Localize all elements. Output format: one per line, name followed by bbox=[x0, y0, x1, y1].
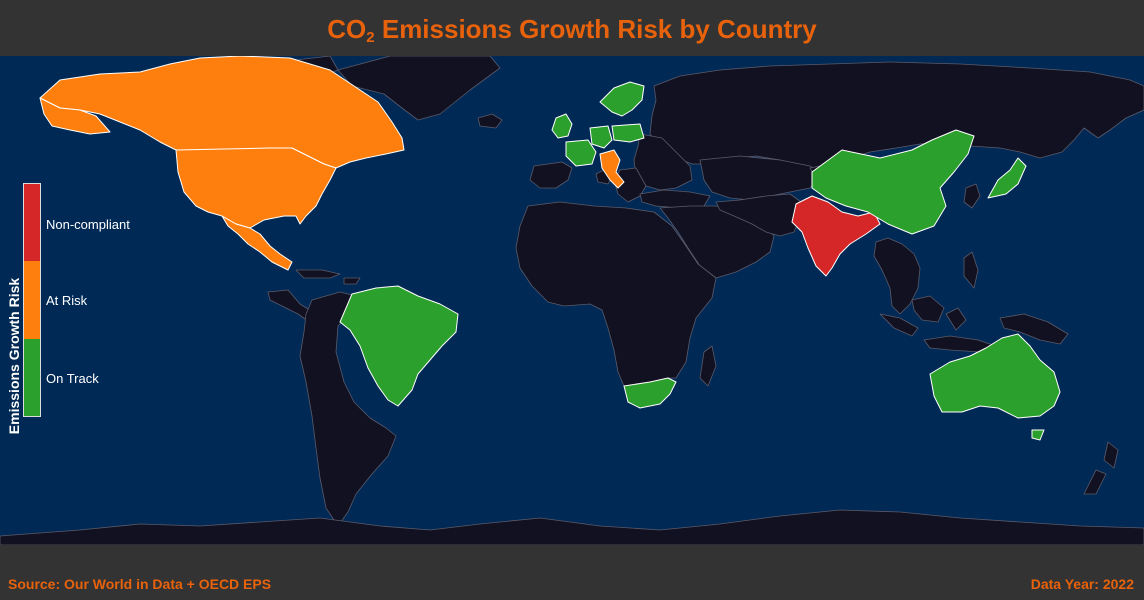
footer-bar: Source: Our World in Data + OECD EPS Dat… bbox=[0, 545, 1144, 600]
land-at-risk[interactable] bbox=[39, 56, 625, 271]
legend-colorbar bbox=[23, 183, 41, 417]
land-on-track[interactable] bbox=[339, 81, 1061, 441]
legend-title: Emissions Growth Risk bbox=[6, 277, 22, 435]
header-bar: CO2 Emissions Growth Risk by Country bbox=[0, 0, 1144, 56]
land-neutral bbox=[0, 56, 1144, 545]
source-text: Source: Our World in Data + OECD EPS bbox=[8, 576, 272, 592]
title-prefix: CO bbox=[327, 14, 367, 44]
world-map[interactable] bbox=[0, 56, 1144, 545]
map-title: CO2 Emissions Growth Risk by Country bbox=[327, 14, 816, 53]
legend-swatch-at-risk bbox=[24, 261, 40, 339]
legend-swatch-on-track bbox=[24, 338, 40, 416]
legend-swatch-non-compliant bbox=[24, 184, 40, 262]
map-panel[interactable]: Emissions Growth Risk bbox=[0, 56, 1144, 545]
data-year-text: Data Year: 2022 bbox=[1030, 576, 1134, 592]
land-non-compliant[interactable] bbox=[791, 195, 881, 277]
legend-label-on-track: On Track bbox=[46, 371, 99, 386]
legend-label-non-compliant: Non-compliant bbox=[46, 217, 130, 232]
title-subscript: 2 bbox=[366, 29, 375, 46]
title-suffix: Emissions Growth Risk by Country bbox=[374, 14, 817, 44]
legend-label-at-risk: At Risk bbox=[46, 293, 88, 308]
